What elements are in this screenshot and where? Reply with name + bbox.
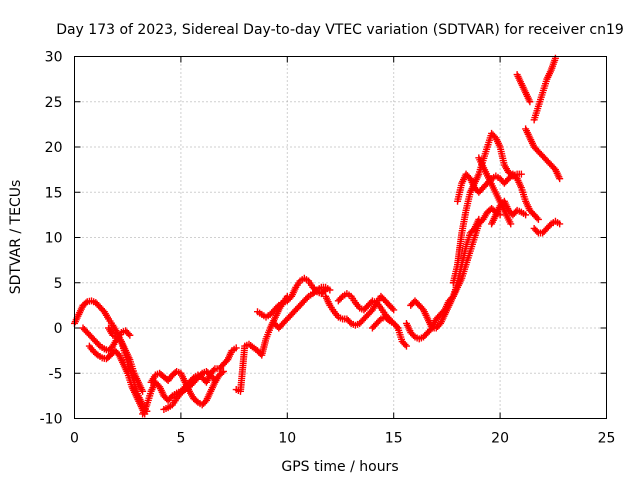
data-point	[218, 369, 226, 377]
y-tick-label: -10	[40, 412, 63, 428]
series-track-b	[79, 324, 134, 355]
data-point	[388, 304, 396, 312]
data-point	[556, 175, 564, 183]
data-point	[522, 211, 530, 219]
series-track-v	[530, 54, 559, 124]
x-tick-label: 5	[176, 431, 185, 447]
y-tick-label: 0	[54, 321, 63, 337]
chart-title: Day 173 of 2023, Sidereal Day-to-day VTE…	[56, 22, 624, 38]
data-point	[384, 316, 392, 324]
series-track-h	[232, 292, 291, 395]
series-stray	[475, 154, 515, 228]
y-tick-label: 25	[45, 95, 63, 111]
data-point	[507, 220, 515, 228]
data-point	[517, 170, 525, 178]
data-point	[193, 397, 201, 405]
data-point	[92, 350, 100, 358]
series-track-j	[271, 283, 334, 332]
x-tick-label: 20	[491, 431, 509, 447]
data-point	[210, 366, 218, 374]
series-track-g	[160, 367, 219, 413]
y-tick-label: 30	[45, 50, 63, 66]
data-point	[320, 287, 328, 295]
data-point	[124, 330, 132, 338]
data-point	[232, 344, 240, 352]
data-point	[401, 341, 409, 349]
data-point	[219, 367, 227, 375]
series-track-k	[322, 292, 398, 329]
data-point	[211, 376, 219, 384]
series-track-s	[530, 217, 564, 237]
y-axis-label: SDTVAR / TECUs	[8, 180, 24, 295]
x-axis-label: GPS time / hours	[281, 459, 398, 475]
data-points	[71, 54, 564, 418]
series-track-n	[407, 215, 483, 332]
data-point	[139, 387, 147, 395]
plot-frame	[74, 56, 607, 419]
series-track-p	[449, 129, 525, 287]
data-point	[533, 214, 541, 222]
data-point	[534, 215, 542, 223]
data-point	[303, 294, 311, 302]
series-track-q	[454, 170, 542, 223]
y-tick-label: 10	[45, 231, 63, 247]
data-point	[126, 331, 134, 339]
data-point	[551, 54, 559, 62]
data-point	[180, 387, 188, 395]
x-tick-label: 10	[278, 431, 296, 447]
data-point	[390, 306, 398, 314]
axis-ticks: 0 5 10 15 20 25 -10 -5 0 5 10 15 20 25 30	[40, 50, 616, 447]
data-point	[197, 371, 205, 379]
x-tick-label: 25	[598, 431, 616, 447]
data-point	[526, 98, 534, 106]
x-tick-label: 15	[385, 431, 403, 447]
grid	[74, 56, 607, 419]
y-tick-label: 15	[45, 185, 63, 201]
data-point	[82, 299, 90, 307]
data-point	[410, 332, 418, 340]
series-track-d	[105, 324, 147, 395]
series-track-m	[368, 313, 410, 350]
x-tick-label: 0	[70, 431, 79, 447]
data-point	[402, 342, 410, 350]
data-point	[337, 294, 345, 302]
data-point	[346, 318, 354, 326]
data-point	[556, 220, 564, 228]
series-track-u	[513, 71, 534, 106]
data-point	[95, 341, 103, 349]
series-track-t	[522, 125, 564, 183]
data-point	[167, 393, 175, 401]
data-point	[533, 227, 541, 235]
y-tick-label: 20	[45, 140, 63, 156]
series-track-o	[402, 205, 504, 343]
y-tick-label: -5	[49, 366, 63, 382]
data-point	[376, 316, 384, 324]
data-point	[546, 221, 554, 229]
data-point	[312, 287, 320, 295]
data-point	[326, 286, 334, 294]
series-track-f	[147, 367, 227, 409]
data-point	[393, 322, 401, 330]
y-tick-label: 5	[54, 276, 63, 292]
data-point	[273, 303, 281, 311]
